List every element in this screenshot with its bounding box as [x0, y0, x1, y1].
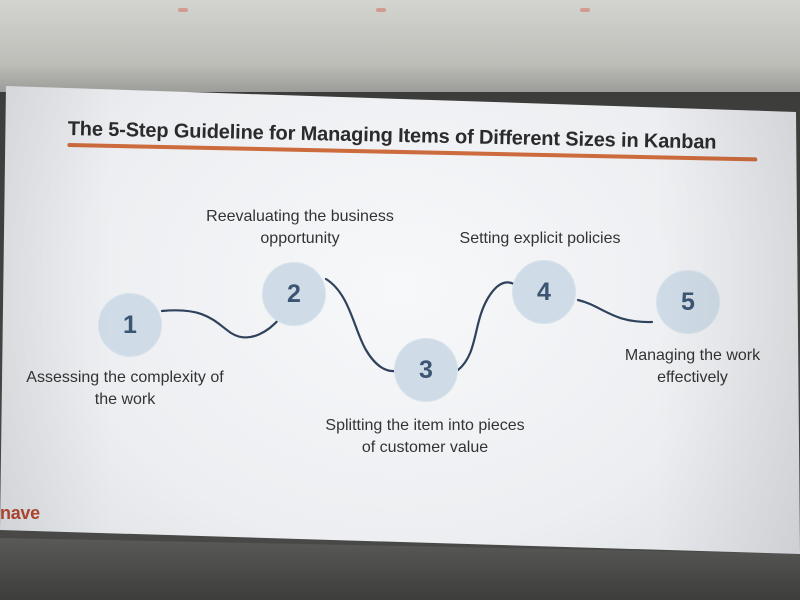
step-5-label: Managing the work effectively [624, 347, 761, 386]
ceiling-light [580, 8, 590, 12]
step-1-label: Assessing the complexity of the work [26, 369, 224, 408]
connector-3-4 [456, 281, 516, 372]
step-3-label: Splitting the item into pieces of custom… [325, 417, 525, 456]
step-2-label: Reevaluating the business opportunity [206, 208, 394, 247]
ceiling-light [376, 8, 386, 12]
step-4-number: 4 [537, 277, 551, 306]
step-4-label: Setting explicit policies [459, 230, 621, 247]
connector-1-2 [160, 309, 282, 339]
ceiling [0, 0, 800, 92]
step-5-circle: 5 [656, 270, 720, 334]
connector-4-5 [576, 298, 654, 324]
step-2-number: 2 [287, 279, 301, 308]
step-5-number: 5 [681, 287, 695, 316]
connector-2-3 [324, 277, 398, 373]
step-2-circle: 2 [262, 262, 326, 326]
step-1-number: 1 [123, 310, 137, 339]
step-1-circle: 1 [98, 293, 162, 357]
ceiling-light [178, 8, 188, 12]
step-3-number: 3 [419, 355, 433, 384]
step-4-circle: 4 [512, 260, 576, 324]
brand-logo-text: nave [0, 503, 40, 523]
step-3-circle: 3 [394, 338, 458, 402]
